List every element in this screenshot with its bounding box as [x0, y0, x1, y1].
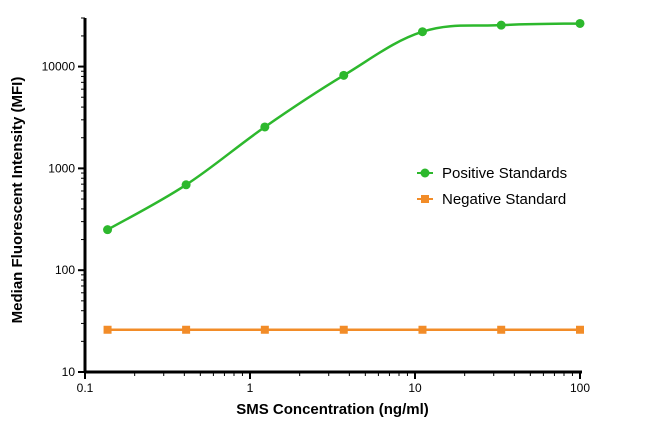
x-tick-label: 100 — [570, 381, 590, 395]
x-tick-label: 1 — [247, 381, 254, 395]
positive-standard-point — [339, 70, 349, 80]
y-tick-label: 10000 — [42, 60, 76, 74]
negative-standard-point — [497, 325, 506, 334]
legend-square-marker — [421, 195, 429, 203]
positive-standard-point — [496, 20, 506, 30]
positive-standard-point — [181, 180, 191, 190]
legend-label: Positive Standards — [442, 165, 567, 182]
negative-standard-point — [576, 325, 584, 334]
y-axis-title: Median Fluorescent Intensity (MFI) — [9, 77, 26, 324]
negative-standard-point — [260, 325, 269, 334]
y-tick-label: 10 — [62, 365, 76, 379]
x-tick-label: 0.1 — [77, 381, 94, 395]
positive-standard-point — [260, 122, 270, 132]
y-tick-label: 100 — [55, 263, 75, 277]
y-tick-label: 1000 — [48, 161, 75, 175]
positive-standard-point — [103, 225, 113, 235]
x-axis-ticks: 0.1 1 10 100 — [77, 372, 590, 395]
legend-circle-marker — [420, 168, 430, 178]
negative-standard-point — [418, 325, 427, 334]
positive-standard-point — [417, 27, 427, 37]
series-layer — [103, 18, 585, 334]
legend: Positive Standards Negative Standard — [417, 165, 567, 208]
positive-standard-point — [575, 18, 585, 28]
x-axis-title: SMS Concentration (ng/ml) — [236, 401, 429, 418]
negative-standard-point — [182, 325, 191, 334]
x-tick-label: 10 — [408, 381, 422, 395]
negative-standard-point — [103, 325, 112, 334]
y-axis-ticks: 10 100 1000 10000 — [42, 17, 85, 379]
legend-label: Negative Standard — [442, 191, 566, 208]
negative-standard-point — [339, 325, 348, 334]
